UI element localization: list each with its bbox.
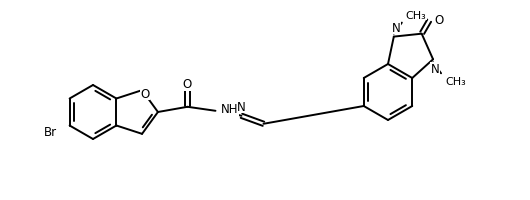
Text: Br: Br [44, 125, 57, 138]
Text: CH₃: CH₃ [406, 11, 427, 21]
Text: O: O [435, 14, 444, 27]
Text: CH₃: CH₃ [445, 77, 466, 87]
Text: NH: NH [220, 103, 238, 116]
Text: O: O [183, 78, 192, 91]
Text: N: N [237, 100, 246, 113]
Text: N: N [431, 63, 439, 76]
Text: O: O [140, 87, 149, 100]
Text: N: N [392, 22, 400, 34]
